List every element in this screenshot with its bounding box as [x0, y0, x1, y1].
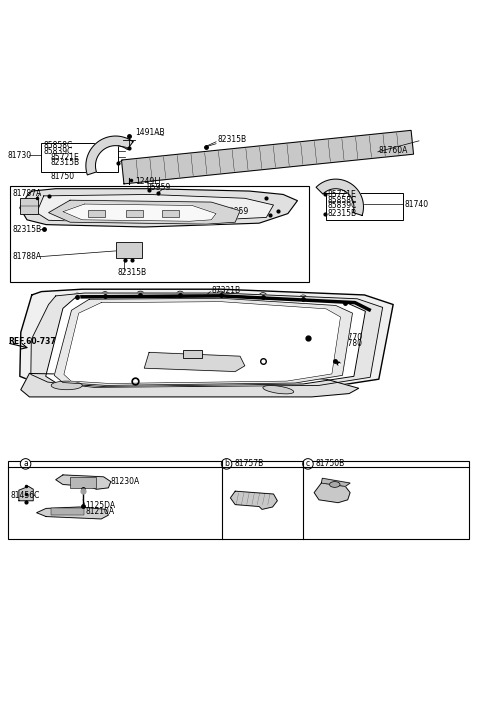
- FancyBboxPatch shape: [51, 508, 84, 515]
- Text: 1125DA: 1125DA: [85, 500, 116, 510]
- Circle shape: [176, 291, 184, 300]
- Circle shape: [101, 292, 109, 300]
- FancyBboxPatch shape: [162, 210, 179, 217]
- Text: 82315B: 82315B: [327, 209, 356, 218]
- Text: c: c: [306, 459, 310, 469]
- Text: 81788A: 81788A: [12, 252, 42, 261]
- Text: b: b: [84, 370, 88, 379]
- Text: 85858C: 85858C: [44, 141, 73, 150]
- Ellipse shape: [263, 386, 294, 394]
- FancyBboxPatch shape: [8, 461, 469, 539]
- Polygon shape: [230, 491, 277, 509]
- Circle shape: [303, 458, 313, 469]
- Text: 81750: 81750: [51, 172, 75, 180]
- Text: 81456C: 81456C: [10, 492, 40, 500]
- Circle shape: [299, 295, 308, 303]
- Circle shape: [78, 360, 91, 373]
- Text: 81230A: 81230A: [111, 477, 140, 486]
- Polygon shape: [63, 204, 216, 221]
- Polygon shape: [20, 188, 298, 227]
- Circle shape: [216, 291, 225, 300]
- Text: 81770: 81770: [338, 333, 362, 342]
- Text: 81740: 81740: [404, 199, 428, 209]
- Polygon shape: [314, 483, 350, 503]
- FancyBboxPatch shape: [126, 210, 144, 217]
- Circle shape: [259, 292, 267, 301]
- Polygon shape: [56, 475, 111, 490]
- Text: 85959: 85959: [147, 183, 171, 192]
- Text: 86439B: 86439B: [140, 378, 169, 387]
- Text: 81750B: 81750B: [316, 459, 345, 469]
- Text: 81738A: 81738A: [203, 349, 232, 358]
- Text: a: a: [23, 459, 28, 469]
- Polygon shape: [19, 487, 33, 501]
- Text: 81757B: 81757B: [234, 459, 264, 469]
- FancyBboxPatch shape: [70, 477, 96, 488]
- Text: 82315B: 82315B: [12, 225, 42, 234]
- Polygon shape: [86, 136, 133, 175]
- Text: 81787A: 81787A: [12, 189, 42, 198]
- Polygon shape: [54, 298, 352, 386]
- Circle shape: [221, 458, 232, 469]
- Ellipse shape: [329, 482, 340, 487]
- FancyBboxPatch shape: [326, 193, 403, 219]
- Text: 81210A: 81210A: [85, 508, 115, 516]
- Text: b: b: [224, 459, 229, 469]
- Text: 85721E: 85721E: [327, 190, 356, 199]
- FancyBboxPatch shape: [10, 186, 310, 282]
- Polygon shape: [46, 295, 365, 386]
- Text: 85839C: 85839C: [44, 147, 73, 156]
- Polygon shape: [322, 478, 350, 487]
- Text: 82315B: 82315B: [217, 135, 246, 144]
- Text: 81760A: 81760A: [379, 146, 408, 155]
- FancyBboxPatch shape: [41, 143, 118, 172]
- Text: 1491AB: 1491AB: [136, 128, 165, 136]
- Text: 81163: 81163: [266, 357, 290, 367]
- Circle shape: [73, 293, 82, 302]
- Text: a: a: [82, 362, 87, 371]
- Text: 87321B: 87321B: [211, 286, 240, 295]
- Circle shape: [80, 368, 92, 380]
- Text: 81780: 81780: [338, 339, 362, 348]
- Polygon shape: [121, 131, 413, 184]
- Text: 85839C: 85839C: [327, 201, 357, 210]
- Text: 81730: 81730: [8, 151, 32, 160]
- FancyBboxPatch shape: [182, 350, 202, 357]
- FancyBboxPatch shape: [20, 199, 38, 214]
- FancyBboxPatch shape: [116, 243, 142, 258]
- FancyBboxPatch shape: [88, 210, 105, 217]
- Text: REF.60-737: REF.60-737: [8, 337, 56, 347]
- Polygon shape: [20, 290, 393, 390]
- Polygon shape: [36, 507, 108, 519]
- Circle shape: [200, 329, 213, 343]
- Circle shape: [341, 298, 349, 307]
- Ellipse shape: [51, 381, 82, 390]
- Polygon shape: [64, 302, 340, 383]
- Polygon shape: [31, 293, 383, 387]
- Polygon shape: [144, 352, 245, 372]
- Text: 85721E: 85721E: [51, 152, 80, 162]
- Text: c: c: [204, 331, 208, 341]
- Polygon shape: [316, 179, 363, 215]
- Polygon shape: [21, 373, 359, 397]
- Polygon shape: [36, 194, 274, 223]
- Text: 82315B: 82315B: [118, 268, 147, 277]
- Circle shape: [20, 458, 31, 469]
- Circle shape: [136, 291, 145, 300]
- Text: 85959: 85959: [225, 206, 249, 216]
- Text: 1249LJ: 1249LJ: [136, 178, 161, 186]
- Text: 85858C: 85858C: [327, 196, 356, 204]
- Text: 82315B: 82315B: [51, 158, 80, 168]
- Polygon shape: [48, 200, 240, 224]
